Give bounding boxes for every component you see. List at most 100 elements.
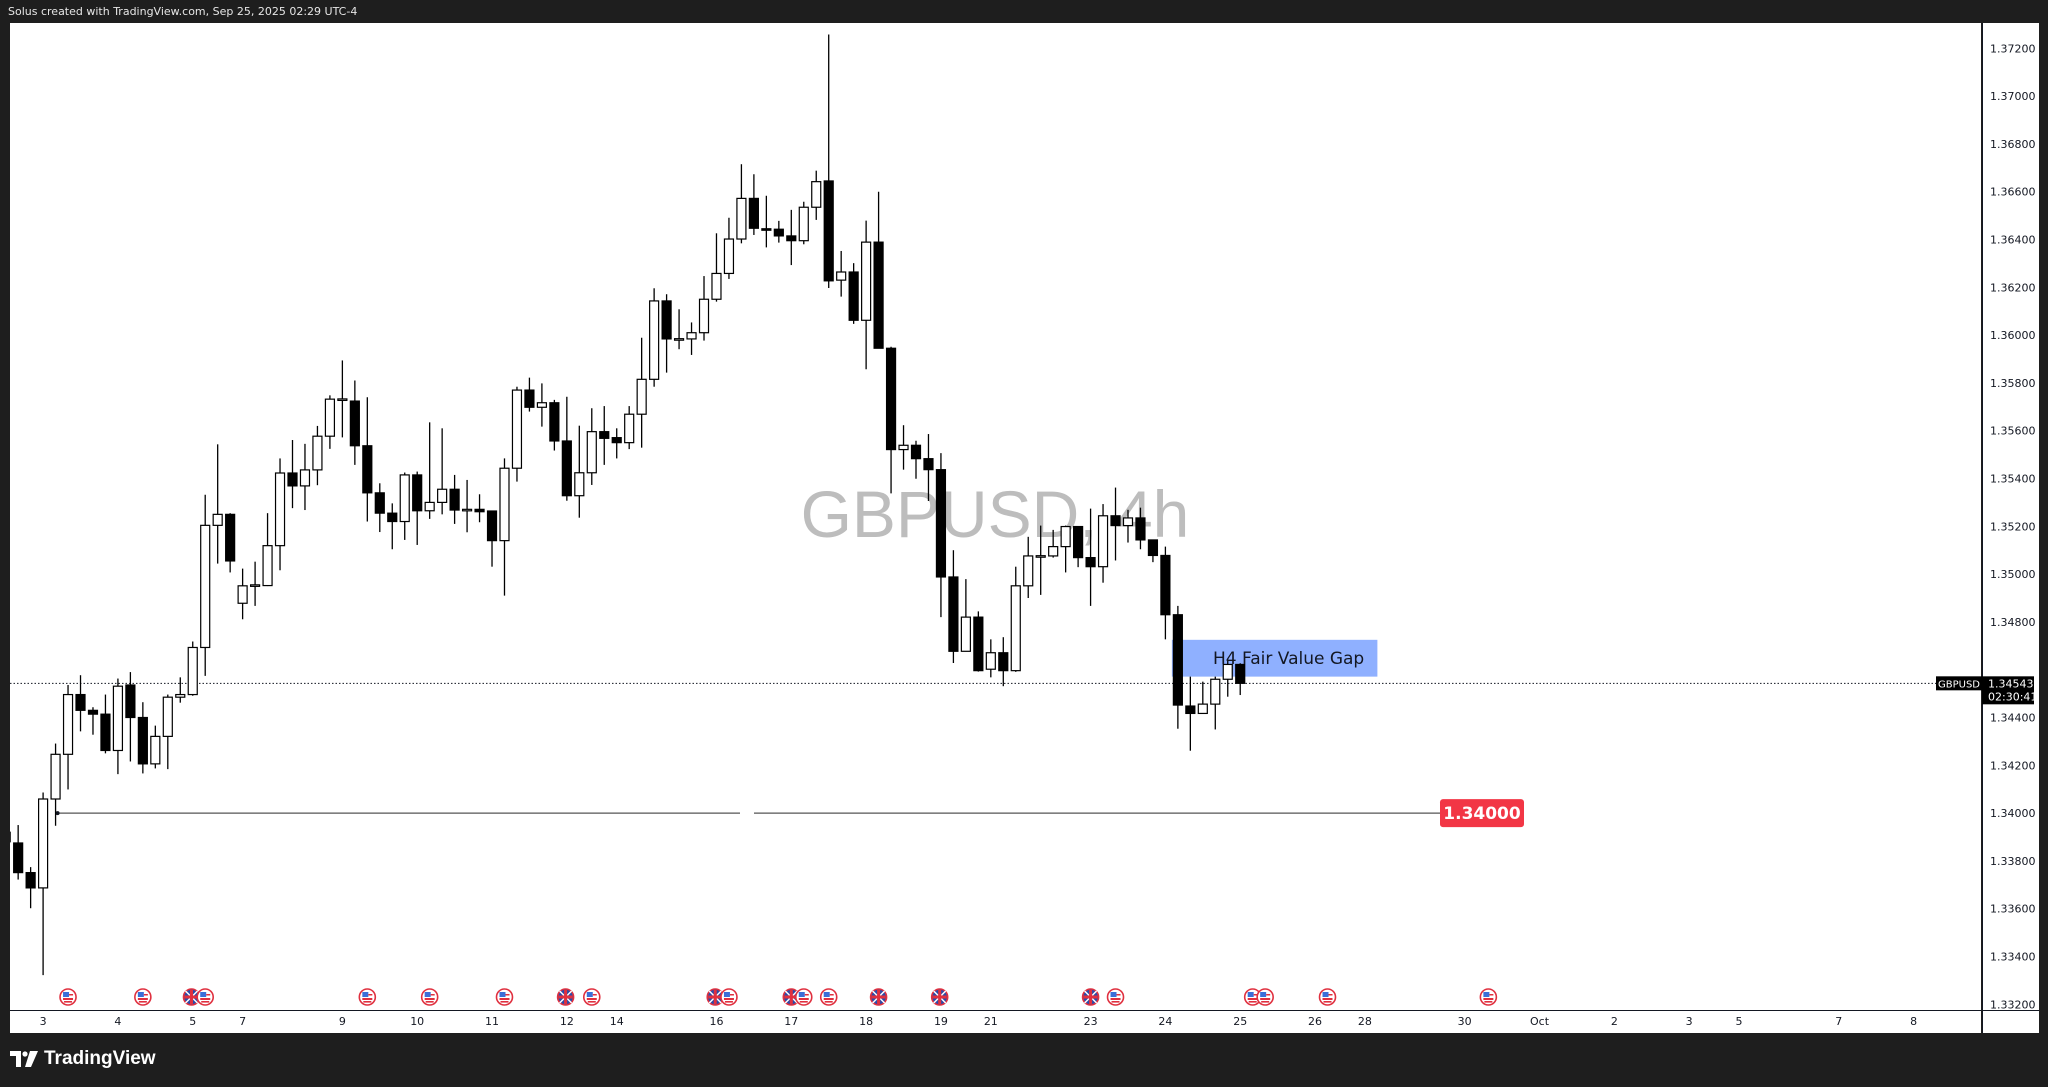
candle bbox=[1185, 676, 1196, 751]
flag-stripe bbox=[729, 994, 734, 996]
us-flag-event-icon[interactable] bbox=[1318, 988, 1337, 1006]
candle-body bbox=[985, 652, 996, 670]
candle-body bbox=[137, 716, 148, 765]
candle-body bbox=[1023, 555, 1034, 587]
us-flag-event-icon[interactable] bbox=[819, 988, 838, 1006]
bar-countdown-label: 02:30:41 bbox=[1988, 690, 2037, 703]
flag-stripe bbox=[201, 1001, 210, 1003]
flag-canton bbox=[499, 992, 506, 997]
flag-canton bbox=[1260, 992, 1267, 997]
us-flag-event-icon[interactable] bbox=[59, 988, 77, 1006]
candle bbox=[848, 263, 859, 324]
symbol-price-tag bbox=[1936, 676, 1982, 691]
candle bbox=[449, 474, 460, 524]
price-axis[interactable] bbox=[1982, 23, 2039, 1032]
candle-body bbox=[1085, 557, 1096, 568]
candle bbox=[948, 550, 959, 664]
candle-body bbox=[786, 235, 797, 242]
us-flag-event-icon[interactable] bbox=[196, 988, 215, 1006]
candle-body bbox=[1172, 614, 1183, 706]
us-flag-event-icon[interactable] bbox=[1106, 988, 1125, 1006]
flag-stripe bbox=[1323, 1001, 1332, 1003]
candle bbox=[200, 494, 211, 676]
flag-canton bbox=[823, 992, 830, 997]
candle-body bbox=[1122, 517, 1134, 527]
candle bbox=[187, 641, 198, 696]
candle-body bbox=[337, 398, 348, 402]
time-tick-label: 24 bbox=[1158, 1015, 1172, 1028]
chart-caption: Solus created with TradingView.com, Sep … bbox=[8, 5, 358, 18]
flag-stripe bbox=[1248, 1001, 1257, 1003]
time-axis[interactable] bbox=[10, 1010, 1981, 1033]
candle-body bbox=[437, 488, 448, 504]
flag-canton bbox=[798, 992, 805, 997]
uk-flag-event-icon[interactable] bbox=[869, 988, 888, 1006]
time-tick-label: 7 bbox=[239, 1015, 246, 1028]
us-flag-event-icon[interactable] bbox=[134, 988, 152, 1006]
candle bbox=[349, 380, 360, 465]
candle bbox=[985, 639, 996, 678]
us-flag-event-icon[interactable] bbox=[1256, 988, 1274, 1006]
candle-body bbox=[25, 872, 36, 889]
time-tick-label: 23 bbox=[1084, 1015, 1098, 1028]
candle-body bbox=[649, 300, 660, 380]
uk-flag-event-icon[interactable] bbox=[930, 988, 949, 1006]
flag-stripe bbox=[63, 998, 74, 1000]
time-tick-label: 8 bbox=[1910, 1015, 1917, 1028]
uk-flag-event-icon[interactable] bbox=[556, 988, 575, 1006]
us-flag-event-icon[interactable] bbox=[358, 988, 377, 1006]
uk-flag-event-icon[interactable] bbox=[1081, 988, 1100, 1006]
flag-cross bbox=[713, 990, 717, 1004]
candle-body bbox=[262, 545, 273, 587]
us-flag-event-icon[interactable] bbox=[582, 988, 601, 1006]
candle-body bbox=[175, 693, 186, 698]
chart-pane[interactable] bbox=[10, 23, 1981, 1010]
candle bbox=[686, 322, 697, 355]
tradingview-footer[interactable]: TradingView bbox=[10, 1048, 156, 1070]
flag-canton bbox=[424, 992, 431, 997]
us-flag-event-icon[interactable] bbox=[720, 988, 738, 1006]
flag-stripe bbox=[64, 1001, 73, 1003]
candle-body bbox=[100, 713, 111, 752]
flag-canton bbox=[723, 992, 730, 997]
time-tick-label: 5 bbox=[1736, 1015, 1743, 1028]
us-flag-event-icon[interactable] bbox=[1479, 988, 1498, 1006]
candle bbox=[374, 483, 385, 533]
candle-body bbox=[698, 298, 710, 334]
candle-body bbox=[474, 508, 485, 513]
us-flag-event-icon[interactable] bbox=[495, 988, 514, 1006]
candle-body bbox=[811, 181, 822, 208]
candle bbox=[761, 195, 772, 248]
flag-stripe bbox=[368, 994, 373, 996]
candle bbox=[736, 164, 747, 244]
flag-canton bbox=[137, 992, 144, 997]
candle bbox=[773, 220, 784, 243]
candle-body bbox=[960, 616, 971, 652]
flag-canton bbox=[586, 992, 593, 997]
flag-stripe bbox=[138, 1001, 147, 1003]
candle-body bbox=[1110, 515, 1121, 527]
time-tick-label: 3 bbox=[1686, 1015, 1693, 1028]
candle bbox=[125, 672, 136, 762]
candle-body bbox=[723, 238, 735, 275]
candle-body bbox=[449, 488, 460, 511]
us-flag-event-icon[interactable] bbox=[794, 988, 813, 1006]
flag-stripe bbox=[1322, 998, 1333, 1000]
candle bbox=[624, 406, 635, 450]
time-tick-label: 18 bbox=[859, 1015, 873, 1028]
candle bbox=[1060, 525, 1071, 573]
candle bbox=[1110, 487, 1121, 561]
time-tick-label: 21 bbox=[984, 1015, 998, 1028]
candle bbox=[786, 209, 797, 266]
us-flag-event-icon[interactable] bbox=[420, 988, 439, 1006]
candle bbox=[137, 702, 148, 774]
symbol-tag-label: GBPUSD bbox=[1938, 679, 1980, 690]
candle-body bbox=[1210, 678, 1221, 705]
candle-body bbox=[524, 389, 535, 408]
candle bbox=[499, 458, 510, 596]
candle-body bbox=[75, 693, 86, 711]
candle bbox=[10, 831, 11, 843]
flag-canton bbox=[1110, 992, 1117, 997]
candle bbox=[574, 425, 585, 518]
candle-body bbox=[998, 652, 1009, 672]
